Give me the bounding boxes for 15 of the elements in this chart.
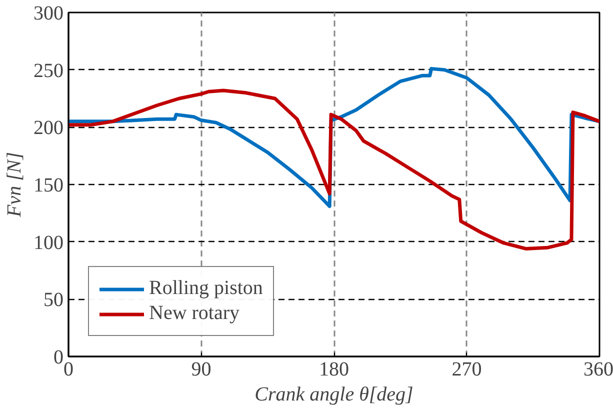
line-series: [68, 88, 600, 250]
y-tick-label: 150: [34, 174, 64, 196]
y-axis-title: Fvn [N]: [4, 152, 26, 218]
x-tick-label: 270: [452, 358, 482, 380]
y-tick-label: 250: [34, 60, 64, 82]
x-axis-title: Crank angle θ[deg]: [254, 384, 414, 406]
legend-label: Rolling piston: [149, 277, 263, 300]
legend-label: New rotary: [149, 302, 240, 325]
y-tick-label: 50: [44, 289, 64, 312]
x-tick-label: 180: [319, 358, 349, 380]
y-tick-label: 200: [34, 117, 64, 140]
y-tick-label: 100: [34, 232, 64, 254]
x-tick-label: 90: [191, 358, 212, 380]
y-tick-label: 300: [34, 2, 64, 24]
x-tick-label: 360: [584, 358, 613, 380]
